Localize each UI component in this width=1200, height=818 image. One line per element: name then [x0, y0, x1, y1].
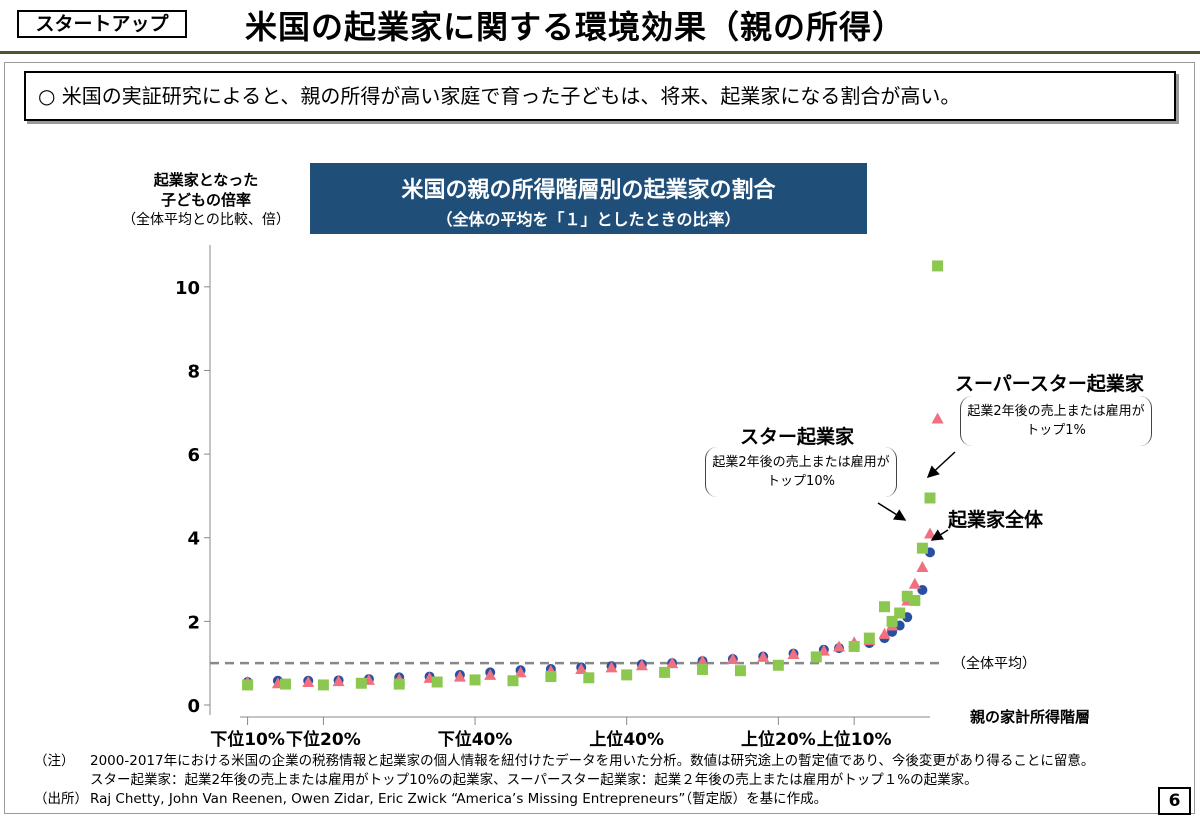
y-axis-label-line-2: 子どもの倍率 — [160, 191, 251, 209]
chart-title: 米国の親の所得階層別の起業家の割合 — [401, 178, 776, 203]
superstar-entrepreneurs-point — [317, 679, 329, 691]
superstar-arrow — [926, 451, 956, 479]
source-label: （出所） — [34, 791, 88, 807]
summary-box: ○ 米国の実証研究によると、親の所得が高い家庭で育った子どもは、将来、起業家にな… — [24, 71, 1176, 121]
superstar-entrepreneurs-point — [431, 676, 443, 688]
superstar-entrepreneurs-point — [621, 669, 633, 681]
x-axis-label: 親の家計所得階層 — [970, 708, 1091, 726]
footnotes: （注） 2000-2017年における米国の企業の税務情報と起業家の個人情報を紐付け… — [34, 752, 1094, 809]
section-tag: スタートアップ — [17, 10, 187, 38]
star-entrepreneurs-point — [332, 675, 345, 687]
note-label: （注） — [34, 753, 75, 769]
y-tick-label: 6 — [187, 445, 200, 466]
x-tick-label: 下位40% — [438, 729, 513, 750]
superstar-entrepreneurs-point — [909, 594, 921, 606]
star-arrow — [877, 502, 907, 521]
superstar-entrepreneurs-point — [697, 663, 709, 675]
all-annotation-title: 起業家全体 — [948, 509, 1044, 531]
y-tick-label: 4 — [187, 529, 200, 550]
note-row: （注） 2000-2017年における米国の企業の税務情報と起業家の個人情報を紐付け… — [34, 752, 1094, 771]
superstar-entrepreneurs-point — [393, 678, 405, 690]
superstar-entrepreneurs-point — [879, 601, 891, 613]
x-tick-label: 上位40% — [589, 729, 664, 750]
superstar-entrepreneurs-point — [848, 640, 860, 652]
star-entrepreneurs-point — [514, 666, 527, 678]
top-point-marker — [932, 260, 944, 272]
note-text: スター起業家：起業2年後の売上または雇用がトップ10%の起業家、スーパースター起… — [90, 772, 978, 788]
y-tick-label: 0 — [187, 696, 200, 717]
x-tick-label: 上位20% — [741, 729, 816, 750]
superstar-entrepreneurs-point — [894, 607, 906, 619]
superstar-entrepreneurs-point — [772, 659, 784, 671]
superstar-entrepreneurs-point — [355, 677, 367, 689]
superstar-entrepreneurs-point — [583, 672, 595, 684]
y-axis-label-line-1: 起業家となった — [153, 171, 259, 189]
star-entrepreneurs-point — [908, 577, 921, 589]
y-tick-label: 2 — [187, 612, 200, 633]
page-title: 米国の起業家に関する環境効果（親の所得） — [245, 8, 906, 46]
star-entrepreneurs-point — [666, 657, 679, 669]
x-tick-label: 下位20% — [286, 729, 361, 750]
top-point-marker — [931, 412, 944, 424]
star-entrepreneurs-point — [924, 527, 936, 539]
superstar-entrepreneurs-point — [469, 674, 481, 686]
superstar-entrepreneurs-point — [863, 632, 875, 644]
average-reference-label: （全体平均） — [952, 655, 1036, 672]
star-entrepreneurs-point — [635, 659, 648, 671]
note-text: 2000-2017年における米国の企業の税務情報と起業家の個人情報を紐付けたデー… — [90, 753, 1095, 769]
y-tick-label: 8 — [187, 361, 200, 382]
star-entrepreneurs-point — [484, 668, 497, 680]
star-entrepreneurs-point — [696, 655, 709, 667]
chart-title-box: 米国の親の所得階層別の起業家の割合 （全体の平均を「１」としたときの比率） — [310, 163, 867, 234]
star-entrepreneurs-point — [575, 663, 588, 675]
source-text: Raj Chetty, John Van Reenen, Owen Zidar,… — [90, 791, 828, 807]
superstar-entrepreneurs-point — [659, 666, 671, 678]
superstar-entrepreneurs-point — [810, 651, 822, 663]
y-tick-label: 10 — [175, 278, 200, 299]
superstar-annotation-title: スーパースター起業家 — [955, 373, 1144, 395]
superstar-entrepreneurs-point — [916, 542, 928, 554]
superstar-entrepreneurs-point — [507, 675, 519, 687]
superstar-entrepreneurs-point — [734, 665, 746, 677]
star-entrepreneurs-point — [757, 650, 770, 662]
superstar-entrepreneurs-point — [545, 671, 557, 683]
y-axis-label-line-3: （全体平均との比較、倍） — [122, 212, 290, 228]
superstar-entrepreneurs-point — [901, 590, 913, 602]
x-tick-label: 下位10% — [210, 729, 285, 750]
chart-subtitle: （全体の平均を「１」としたときの比率） — [436, 210, 741, 229]
superstar-entrepreneurs-point — [279, 678, 291, 690]
star-annotation-note: 起業2年後の売上または雇用がトップ10% — [705, 447, 897, 497]
superstar-annotation-note: 起業2年後の売上または雇用がトップ1% — [960, 396, 1152, 446]
content-frame — [4, 62, 1195, 814]
superstar-entrepreneurs-point — [924, 492, 936, 504]
star-entrepreneurs-point — [302, 676, 315, 687]
star-entrepreneurs-point — [787, 647, 800, 659]
star-entrepreneurs-point — [726, 653, 739, 664]
star-entrepreneurs-point — [453, 670, 466, 682]
star-entrepreneurs-point — [878, 627, 891, 639]
page-number: 6 — [1158, 787, 1191, 815]
superstar-entrepreneurs-point — [886, 615, 898, 627]
title-rule — [0, 51, 1200, 54]
y-axis-label: 起業家となった 子どもの倍率 （全体平均との比較、倍） — [118, 170, 294, 230]
x-tick-label: 上位10% — [817, 729, 892, 750]
star-entrepreneurs-point — [833, 640, 846, 652]
note-row: スター起業家：起業2年後の売上または雇用がトップ10%の起業家、スーパースター起… — [34, 771, 1094, 790]
star-entrepreneurs-point — [605, 661, 618, 673]
superstar-entrepreneurs-point — [242, 679, 254, 691]
source-row: （出所） Raj Chetty, John Van Reenen, Owen Zi… — [34, 790, 1094, 809]
note-label — [34, 771, 90, 790]
all-arrow — [930, 529, 949, 541]
star-annotation-title: スター起業家 — [740, 426, 855, 448]
star-entrepreneurs-point — [916, 561, 929, 572]
